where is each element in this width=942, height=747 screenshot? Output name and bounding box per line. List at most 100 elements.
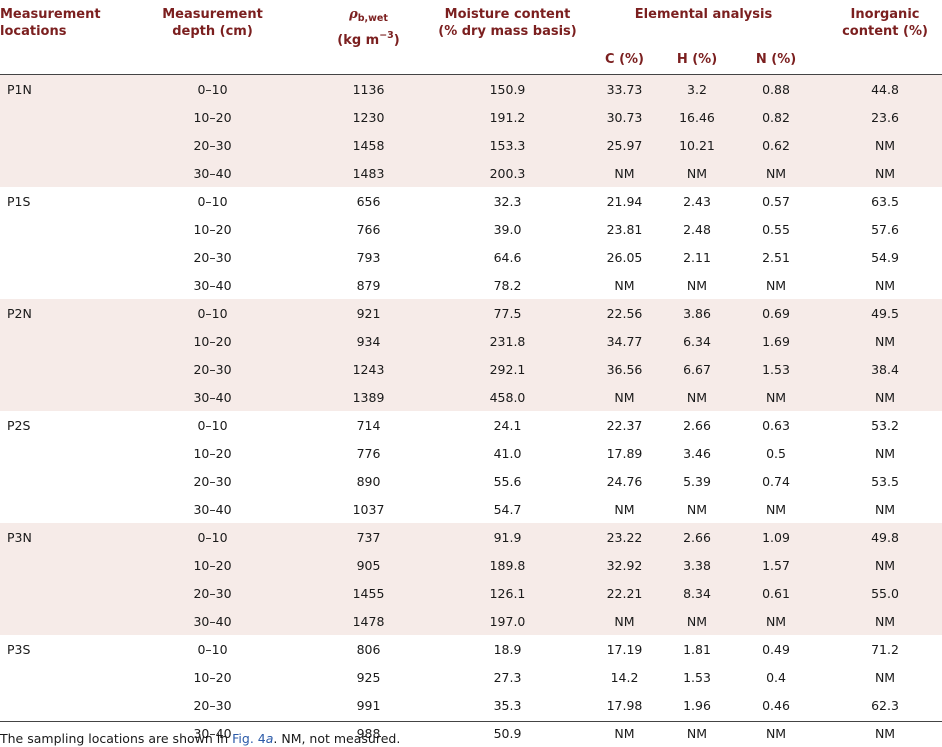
cell-depth: 0–10 — [124, 635, 301, 663]
cell-depth: 10–20 — [124, 103, 301, 131]
cell-nitrogen: 0.55 — [724, 215, 828, 243]
density-unit-pre: (kg m — [337, 33, 379, 48]
cell-carbon: 17.19 — [579, 635, 670, 663]
cell-nitrogen: 2.51 — [724, 243, 828, 271]
cell-depth: 20–30 — [124, 691, 301, 719]
cell-carbon: NM — [579, 719, 670, 747]
cell-nitrogen: NM — [724, 607, 828, 635]
cell-density: 1230 — [301, 103, 436, 131]
cell-moisture: 292.1 — [436, 355, 579, 383]
cell-carbon: 22.56 — [579, 299, 670, 327]
cell-nitrogen: 0.61 — [724, 579, 828, 607]
cell-location — [0, 103, 124, 131]
cell-hydrogen: 2.48 — [670, 215, 724, 243]
header-elemental-label: Elemental analysis — [579, 6, 828, 23]
header-density-unit: (kg m−3) — [301, 27, 436, 49]
header-depth: Measurement depth (cm) — [124, 0, 301, 49]
cell-hydrogen: 3.86 — [670, 299, 724, 327]
header-density: ρb,wet (kg m−3) — [301, 0, 436, 49]
cell-hydrogen: 3.38 — [670, 551, 724, 579]
cell-carbon: NM — [579, 159, 670, 187]
cell-carbon: 25.97 — [579, 131, 670, 159]
cell-inorganic: NM — [828, 495, 942, 523]
header-c: C (%) — [579, 49, 670, 75]
cell-nitrogen: 0.82 — [724, 103, 828, 131]
cell-hydrogen: NM — [670, 607, 724, 635]
cell-location: P2N — [0, 299, 124, 327]
cell-inorganic: NM — [828, 551, 942, 579]
cell-carbon: 30.73 — [579, 103, 670, 131]
cell-moisture: 231.8 — [436, 327, 579, 355]
cell-inorganic: NM — [828, 663, 942, 691]
cell-inorganic: 49.5 — [828, 299, 942, 327]
cell-hydrogen: NM — [670, 495, 724, 523]
table-header: Measurement locations Measurement depth … — [0, 0, 942, 75]
cell-location — [0, 579, 124, 607]
cell-depth: 30–40 — [124, 607, 301, 635]
cell-moisture: 39.0 — [436, 215, 579, 243]
cell-hydrogen: 2.66 — [670, 411, 724, 439]
header-location-line2: locations — [0, 23, 124, 40]
header-h: H (%) — [670, 49, 724, 75]
cell-hydrogen: 2.66 — [670, 523, 724, 551]
cell-depth: 30–40 — [124, 495, 301, 523]
footnote-tail: . NM, not measured. — [273, 731, 400, 746]
header-depth-line2: depth (cm) — [124, 23, 301, 40]
cell-nitrogen: 1.53 — [724, 355, 828, 383]
cell-carbon: 24.76 — [579, 467, 670, 495]
cell-depth: 20–30 — [124, 131, 301, 159]
bottom-rule — [0, 721, 942, 722]
cell-inorganic: 63.5 — [828, 187, 942, 215]
rho-symbol: ρ — [349, 7, 358, 22]
cell-moisture: 32.3 — [436, 187, 579, 215]
cell-depth: 10–20 — [124, 215, 301, 243]
cell-location — [0, 607, 124, 635]
cell-nitrogen: 1.69 — [724, 327, 828, 355]
cell-carbon: 22.21 — [579, 579, 670, 607]
cell-location: P1S — [0, 187, 124, 215]
cell-inorganic: 54.9 — [828, 243, 942, 271]
cell-moisture: 150.9 — [436, 75, 579, 104]
cell-location — [0, 691, 124, 719]
cell-location — [0, 383, 124, 411]
cell-hydrogen: 1.96 — [670, 691, 724, 719]
cell-moisture: 91.9 — [436, 523, 579, 551]
cell-density: 793 — [301, 243, 436, 271]
cell-inorganic: 53.2 — [828, 411, 942, 439]
cell-moisture: 78.2 — [436, 271, 579, 299]
cell-nitrogen: 0.49 — [724, 635, 828, 663]
cell-hydrogen: 6.34 — [670, 327, 724, 355]
cell-inorganic: 57.6 — [828, 215, 942, 243]
figure-link[interactable]: Fig. 4a — [232, 731, 273, 746]
cell-depth: 10–20 — [124, 663, 301, 691]
cell-depth: 30–40 — [124, 159, 301, 187]
cell-depth: 0–10 — [124, 299, 301, 327]
cell-hydrogen: NM — [670, 719, 724, 747]
cell-location — [0, 355, 124, 383]
cell-density: 925 — [301, 663, 436, 691]
cell-moisture: 54.7 — [436, 495, 579, 523]
header-location-line1: Measurement — [0, 6, 124, 23]
cell-inorganic: 53.5 — [828, 467, 942, 495]
rho-subscript: b,wet — [358, 13, 388, 24]
header-moisture-line1: Moisture content — [436, 6, 579, 23]
cell-location: P3S — [0, 635, 124, 663]
cell-location — [0, 327, 124, 355]
cell-depth: 0–10 — [124, 187, 301, 215]
cell-carbon: 21.94 — [579, 187, 670, 215]
cell-hydrogen: 3.2 — [670, 75, 724, 104]
cell-carbon: NM — [579, 383, 670, 411]
